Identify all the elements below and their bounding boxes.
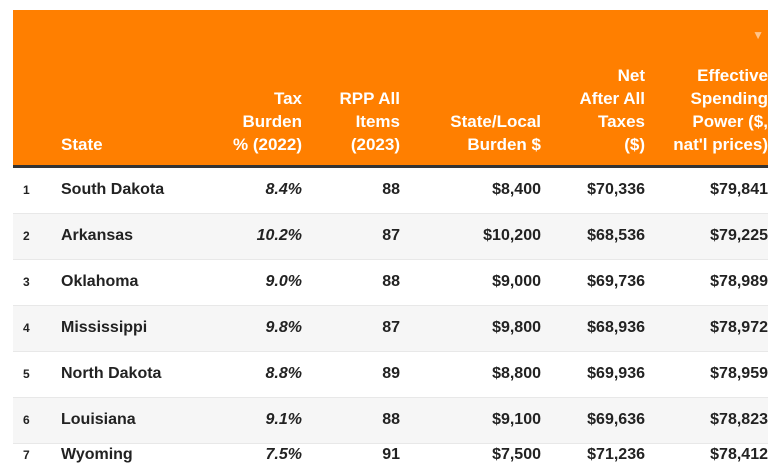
- cell-rank: 1: [13, 166, 61, 214]
- col-effective-spending-power-label: Effective Spending Power ($, nat'l price…: [673, 65, 768, 154]
- table-row[interactable]: 4 Mississippi 9.8% 87 $9,800 $68,936 $78,972: [13, 305, 768, 352]
- col-net-after-taxes-label: Net After All Taxes ($): [579, 65, 646, 154]
- cell-state-local-burden: $9,100: [400, 397, 541, 444]
- cell-rpp: 91: [382, 445, 400, 463]
- cell-rpp: 88: [302, 397, 400, 444]
- cell-tax-burden: 7.5%: [265, 445, 302, 463]
- cell-tax-burden: 9.1%: [211, 397, 302, 444]
- cell-tax-burden: 8.8%: [211, 351, 302, 398]
- cell-tax-burden: 9.0%: [211, 259, 302, 306]
- cell-net-after-taxes: $68,936: [541, 305, 645, 352]
- table-row[interactable]: 7 Wyoming 7.5% 91 $7,500 $71,236 $78,412: [13, 443, 768, 464]
- cell-state: North Dakota: [61, 351, 211, 398]
- cell-rpp: 88: [302, 166, 400, 214]
- col-tax-burden[interactable]: Tax Burden % (2022): [211, 10, 302, 168]
- cell-effective-spending-power: $78,959: [645, 351, 768, 398]
- col-tax-burden-label: Tax Burden % (2022): [233, 88, 302, 154]
- cell-net-after-taxes: $71,236: [587, 445, 645, 463]
- cell-state: South Dakota: [61, 166, 211, 214]
- cell-tax-burden: 9.8%: [211, 305, 302, 352]
- cell-rpp: 88: [302, 259, 400, 306]
- cell-state-local-burden: $10,200: [400, 213, 541, 260]
- table-row[interactable]: 3 Oklahoma 9.0% 88 $9,000 $69,736 $78,989: [13, 259, 768, 306]
- cell-state-local-burden: $7,500: [492, 445, 541, 463]
- cell-rank: 6: [13, 397, 61, 444]
- cell-state-local-burden: $9,800: [400, 305, 541, 352]
- cell-rank: 2: [13, 213, 61, 260]
- cell-state: Arkansas: [61, 213, 211, 260]
- cell-rank: 3: [13, 259, 61, 306]
- cell-rpp: 87: [302, 305, 400, 352]
- cell-rpp: 89: [302, 351, 400, 398]
- cell-state: Wyoming: [61, 445, 133, 463]
- table-row[interactable]: 5 North Dakota 8.8% 89 $8,800 $69,936 $78,959: [13, 351, 768, 398]
- cell-state-local-burden: $8,800: [400, 351, 541, 398]
- cell-net-after-taxes: $70,336: [541, 166, 645, 214]
- cell-effective-spending-power: $79,841: [645, 166, 768, 214]
- cell-effective-spending-power: $78,972: [645, 305, 768, 352]
- tax-burden-table: State Tax Burden % (2022) RPP All Items …: [13, 10, 768, 464]
- cell-effective-spending-power: $78,823: [645, 397, 768, 444]
- triangle-down-icon: ▼: [752, 28, 764, 42]
- cell-tax-burden: 10.2%: [211, 213, 302, 260]
- cell-state: Oklahoma: [61, 259, 211, 306]
- cell-effective-spending-power: $78,989: [645, 259, 768, 306]
- col-state[interactable]: State: [61, 10, 211, 168]
- cell-net-after-taxes: $69,636: [541, 397, 645, 444]
- col-state-local-burden-label: State/Local Burden $: [450, 111, 541, 154]
- col-state-local-burden[interactable]: State/Local Burden $: [400, 10, 541, 168]
- table-row[interactable]: 1 South Dakota 8.4% 88 $8,400 $70,336 $79,841: [13, 166, 768, 214]
- cell-net-after-taxes: $69,936: [541, 351, 645, 398]
- table-row[interactable]: 2 Arkansas 10.2% 87 $10,200 $68,536 $79,225: [13, 213, 768, 260]
- cell-rank: 7: [23, 447, 30, 462]
- header-row: State Tax Burden % (2022) RPP All Items …: [13, 10, 768, 168]
- table-row[interactable]: 6 Louisiana 9.1% 88 $9,100 $69,636 $78,823: [13, 397, 768, 444]
- col-rank[interactable]: [13, 10, 61, 168]
- cell-state-local-burden: $8,400: [400, 166, 541, 214]
- col-rpp-label: RPP All Items (2023): [339, 88, 400, 154]
- col-effective-spending-power[interactable]: ▼ Effective Spending Power ($, nat'l pric…: [645, 10, 768, 168]
- col-rpp[interactable]: RPP All Items (2023): [302, 10, 400, 168]
- data-table-container: State Tax Burden % (2022) RPP All Items …: [13, 10, 768, 464]
- cell-rpp: 87: [302, 213, 400, 260]
- cell-tax-burden: 8.4%: [211, 166, 302, 214]
- cell-effective-spending-power: $78,412: [710, 445, 768, 463]
- col-net-after-taxes[interactable]: Net After All Taxes ($): [541, 10, 646, 168]
- cell-net-after-taxes: $69,736: [541, 259, 645, 306]
- cell-net-after-taxes: $68,536: [541, 213, 645, 260]
- cell-rank: 4: [13, 305, 61, 352]
- cell-effective-spending-power: $79,225: [645, 213, 768, 260]
- cell-state: Louisiana: [61, 397, 211, 444]
- cell-state-local-burden: $9,000: [400, 259, 541, 306]
- cell-rank: 5: [13, 351, 61, 398]
- cell-state: Mississippi: [61, 305, 211, 352]
